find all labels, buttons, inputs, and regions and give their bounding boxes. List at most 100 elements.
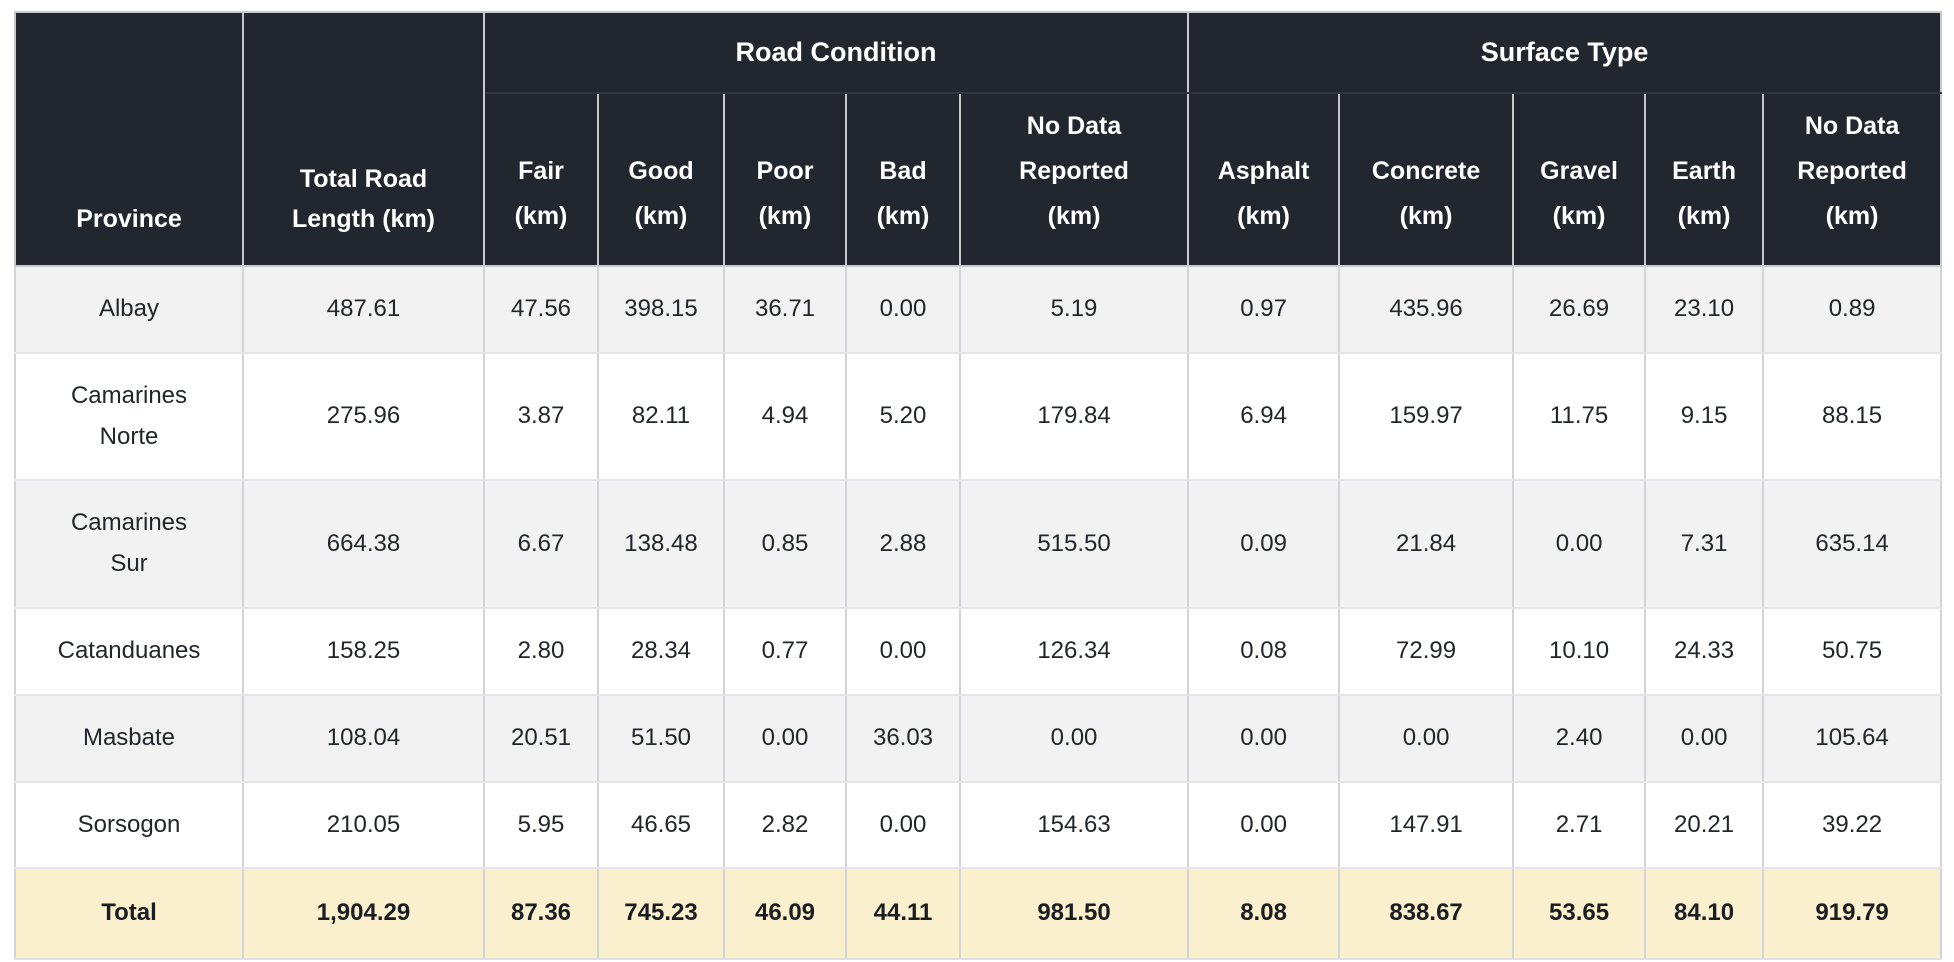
value-cell: 88.15 — [1762, 351, 1943, 482]
value-cell: 435.96 — [1338, 265, 1515, 354]
value-cell: 9.15 — [1644, 351, 1765, 482]
total-value-cell: 838.67 — [1338, 867, 1515, 961]
value-cell: 0.00 — [1512, 479, 1647, 609]
total-value-cell: 44.11 — [845, 867, 961, 961]
value-cell: 36.03 — [845, 693, 961, 783]
value-cell: 28.34 — [597, 606, 725, 696]
value-cell: 82.11 — [597, 351, 725, 482]
value-cell: 26.69 — [1512, 265, 1647, 354]
province-cell: Sorsogon — [14, 780, 244, 870]
value-cell: 5.95 — [483, 780, 599, 870]
value-cell: 10.10 — [1512, 606, 1647, 696]
value-cell: 0.00 — [1644, 693, 1765, 783]
col-header-province: Province — [14, 11, 244, 267]
sub-header-row: Fair (km) Good (km) Poor (km) Bad (km) N… — [15, 92, 1943, 267]
value-cell: 0.00 — [1338, 693, 1515, 783]
group-header-road-condition: Road Condition — [482, 11, 1190, 94]
value-cell: 7.31 — [1644, 479, 1765, 609]
value-cell: 154.63 — [958, 780, 1190, 870]
value-cell: 0.00 — [1187, 780, 1341, 870]
value-cell: 0.89 — [1762, 265, 1943, 354]
value-cell: 398.15 — [597, 265, 725, 354]
province-cell: Catanduanes — [14, 606, 244, 696]
province-cell: Camarines Norte — [14, 351, 244, 482]
total-label-cell: Total — [14, 867, 244, 961]
total-value-cell: 919.79 — [1762, 867, 1943, 961]
value-cell: 0.00 — [1187, 693, 1341, 783]
value-cell: 2.88 — [845, 479, 961, 609]
total-value-cell: 1,904.29 — [242, 867, 485, 961]
value-cell: 147.91 — [1338, 780, 1515, 870]
col-header-concrete: Concrete (km) — [1338, 92, 1515, 267]
col-header-bad: Bad (km) — [845, 92, 961, 267]
value-cell: 158.25 — [242, 606, 485, 696]
table-row-camarines-sur: Camarines Sur 664.38 6.67 138.48 0.85 2.… — [14, 479, 1943, 609]
value-cell: 11.75 — [1512, 351, 1647, 482]
value-cell: 5.20 — [845, 351, 961, 482]
province-cell: Albay — [14, 265, 244, 354]
value-cell: 664.38 — [242, 479, 485, 609]
value-cell: 0.00 — [845, 606, 961, 696]
value-cell: 47.56 — [483, 265, 599, 354]
value-cell: 138.48 — [597, 479, 725, 609]
value-cell: 0.00 — [845, 780, 961, 870]
col-header-no-data-condition: No Data Reported (km) — [958, 92, 1190, 267]
value-cell: 46.65 — [597, 780, 725, 870]
col-header-asphalt: Asphalt (km) — [1187, 92, 1341, 267]
value-cell: 2.71 — [1512, 780, 1647, 870]
value-cell: 3.87 — [483, 351, 599, 482]
col-header-good: Good (km) — [597, 92, 725, 267]
value-cell: 0.09 — [1187, 479, 1341, 609]
value-cell: 2.82 — [723, 780, 847, 870]
value-cell: 159.97 — [1338, 351, 1515, 482]
col-header-no-data-surface: No Data Reported (km) — [1762, 92, 1943, 267]
value-cell: 51.50 — [597, 693, 725, 783]
value-cell: 20.21 — [1644, 780, 1765, 870]
group-header-surface-type: Surface Type — [1187, 11, 1943, 94]
table-row-masbate: Masbate 108.04 20.51 51.50 0.00 36.03 0.… — [14, 693, 1943, 783]
value-cell: 0.77 — [723, 606, 847, 696]
total-value-cell: 84.10 — [1644, 867, 1765, 961]
value-cell: 23.10 — [1644, 265, 1765, 354]
value-cell: 0.00 — [958, 693, 1190, 783]
col-header-gravel: Gravel (km) — [1512, 92, 1647, 267]
value-cell: 39.22 — [1762, 780, 1943, 870]
col-header-poor: Poor (km) — [723, 92, 847, 267]
road-data-table: Province Total Road Length (km) Road Con… — [14, 11, 1943, 961]
value-cell: 2.80 — [483, 606, 599, 696]
value-cell: 0.97 — [1187, 265, 1341, 354]
total-value-cell: 46.09 — [723, 867, 847, 961]
table-header: Province Total Road Length (km) Road Con… — [14, 11, 1943, 267]
value-cell: 108.04 — [242, 693, 485, 783]
value-cell: 487.61 — [242, 265, 485, 354]
province-cell: Camarines Sur — [14, 479, 244, 609]
value-cell: 105.64 — [1762, 693, 1943, 783]
total-value-cell: 745.23 — [597, 867, 725, 961]
group-header-row: Province Total Road Length (km) Road Con… — [14, 11, 1943, 267]
value-cell: 2.40 — [1512, 693, 1647, 783]
total-value-cell: 87.36 — [483, 867, 599, 961]
value-cell: 21.84 — [1338, 479, 1515, 609]
value-cell: 20.51 — [483, 693, 599, 783]
value-cell: 515.50 — [958, 479, 1190, 609]
value-cell: 72.99 — [1338, 606, 1515, 696]
value-cell: 210.05 — [242, 780, 485, 870]
value-cell: 0.00 — [723, 693, 847, 783]
value-cell: 6.67 — [483, 479, 599, 609]
table-row-camarines-norte: Camarines Norte 275.96 3.87 82.11 4.94 5… — [14, 351, 1943, 482]
value-cell: 5.19 — [958, 265, 1190, 354]
total-value-cell: 53.65 — [1512, 867, 1647, 961]
value-cell: 36.71 — [723, 265, 847, 354]
value-cell: 275.96 — [242, 351, 485, 482]
value-cell: 6.94 — [1187, 351, 1341, 482]
value-cell: 0.08 — [1187, 606, 1341, 696]
table-body: Albay 487.61 47.56 398.15 36.71 0.00 5.1… — [14, 265, 1943, 870]
value-cell: 0.85 — [723, 479, 847, 609]
col-header-earth: Earth (km) — [1644, 92, 1765, 267]
province-cell: Masbate — [14, 693, 244, 783]
col-header-fair: Fair (km) — [483, 92, 599, 267]
total-row: Total 1,904.29 87.36 745.23 46.09 44.11 … — [14, 867, 1943, 961]
value-cell: 50.75 — [1762, 606, 1943, 696]
value-cell: 4.94 — [723, 351, 847, 482]
